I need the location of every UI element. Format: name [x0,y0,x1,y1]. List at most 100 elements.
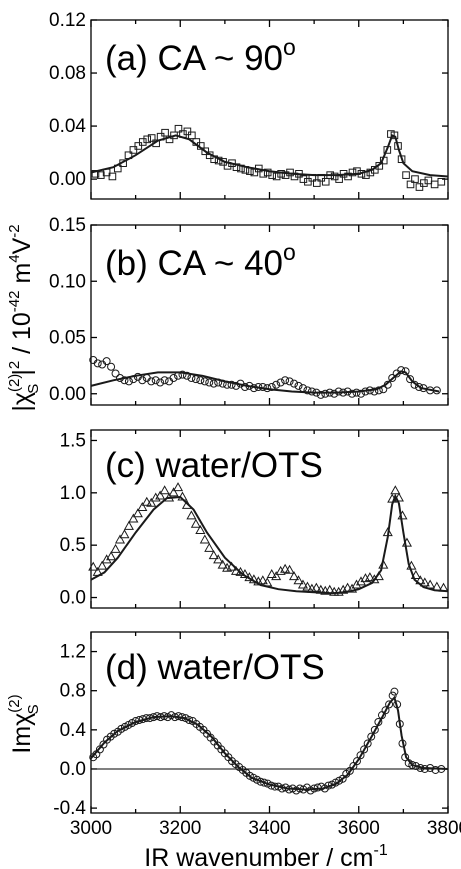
panel-a-data-point [263,168,272,177]
panel-b-data-point [370,387,379,396]
panel-a-ytick-label: 0.12 [49,10,86,31]
y-title-abc-units: / 10 [8,312,36,361]
panel-c-data-point [141,496,152,506]
panel-a-ytick-label: 0.00 [49,169,86,190]
panel-c-data-point [150,492,161,502]
panel-a-data-point [165,135,174,144]
panel-c-data-point [369,574,380,584]
panel-c-data-point [266,568,277,578]
panel-b-title: (b) CA ~ 40o [105,239,296,283]
panel-c-data-point [280,563,291,573]
y-title-abc-square: 2 [6,361,23,369]
panel-b-data-point [196,376,205,385]
x-tick-label: 3400 [248,818,290,839]
panel-a-data-point [161,128,169,137]
panel-c-data-point [168,487,179,497]
panel-d-data-point [390,687,399,696]
panel-c-data-point [208,550,219,560]
panel-c-data-point [302,581,313,591]
panel-b-data-point [303,386,312,395]
panel-a-data-point [97,171,105,179]
x-axis-title-text: IR wavenumber / cm [144,844,373,869]
panel-c-data-point [106,551,117,561]
panel-c-data-point [190,518,201,528]
panel-c-data-point [88,561,99,571]
y-axis-title-abc: |χ(2) S |2 / 10-42 m4V-2 [6,224,42,411]
panel-c-data-point [425,579,436,589]
panel-d-data-point [370,725,379,734]
panel-b-data-point [160,376,169,385]
panel-a-data-point [390,131,399,140]
panel-c-data-point [390,485,401,495]
panel-d-data-point [385,700,394,709]
panel-a-data-point [406,180,415,189]
panel-b-data-point [397,366,406,375]
x-tick-label: 3800 [427,818,461,839]
panel-a-data-point [430,180,439,189]
panel-c-data-point [119,529,130,539]
panel-a-data-point [348,168,357,177]
panel-c-ytick-label: 0.0 [60,588,86,609]
panel-c-data-point [271,571,282,581]
panel-b: (b) CA ~ 40o 0.00 0.05 0.10 0.15 [49,215,449,406]
panel-c-data-point [213,554,224,564]
panel-a-data-point [321,177,330,186]
panel-b-data-point [182,371,191,380]
y-title-abc-m: m [8,263,36,291]
panel-b-data-point [200,377,209,386]
panel-d-ytick-label: 0.0 [60,759,86,780]
panel-c-data-point [146,497,157,507]
panel-a-data-point [299,175,308,183]
panel-c-data-point [195,524,206,535]
panel-b-data-point [330,389,339,398]
panel-c-data-point [137,501,148,511]
panel-b-data-point [227,380,236,389]
panel-c-data-point [172,482,184,492]
panel-d-data-point [367,732,376,741]
y-title-abc-sub: S [25,384,42,394]
panel-a-data-point [108,172,117,181]
panel-b-plot: 0.00 0.05 0.10 0.15 [49,215,449,405]
panel-b-data-point [294,381,303,390]
panel-a-data-point [313,179,321,187]
panel-c-plot: 0.0 0.5 1.0 1.5 [60,430,449,609]
panel-c-data-point [410,570,421,580]
panel-a-data-point [138,138,147,146]
panel-a-data-point [272,172,281,181]
y-title-d-text: Imχ [8,713,36,754]
panel-a-data-point [143,135,152,144]
panel-c-data-point [110,543,121,553]
panel-d-data-point [260,778,269,787]
y-title-abc-sup: (2) [6,374,23,392]
panel-d-data-point [381,706,390,715]
x-axis-title-sup: -1 [374,842,388,859]
panel-a-plot: 0.00 0.04 0.08 0.12 [49,10,449,199]
panel-c-ytick-label: 1.0 [60,483,86,504]
panel-c-data-point [159,485,170,495]
y-title-d-sub: S [25,704,42,714]
panel-c-data-point [128,513,139,523]
x-tick-label: 3200 [159,818,201,839]
panel-d-title: (d) water/OTS [105,648,325,687]
panel-d-data-point [363,739,372,748]
y-title-abc-v-exp: -2 [6,224,23,237]
panel-c-data-point [204,542,215,552]
panel-c-data-point [333,586,344,596]
panel-b-data-point [191,375,200,384]
panel-c-data-point [364,572,375,582]
panel-c-ytick-label: 0.5 [60,535,86,556]
panel-b-ytick-label: 0.15 [49,215,86,236]
x-axis-title: IR wavenumber / cm-1 [144,842,388,869]
panel-b-data-point [147,377,156,386]
panel-c-data-point [217,559,228,569]
panel-d-data-point [352,757,361,766]
panel-c-data-point [355,576,367,586]
panel-a-data-point [437,177,446,186]
panel-a-data-point [174,124,183,133]
panel-b-ytick-label: 0.00 [49,384,86,405]
panel-c-data-point [114,534,126,544]
panel-a-title: (a) CA ~ 90o [105,34,296,78]
panel-a-title-main: (a) CA ~ 90 [105,39,283,78]
panel-a-data-point [134,142,143,150]
